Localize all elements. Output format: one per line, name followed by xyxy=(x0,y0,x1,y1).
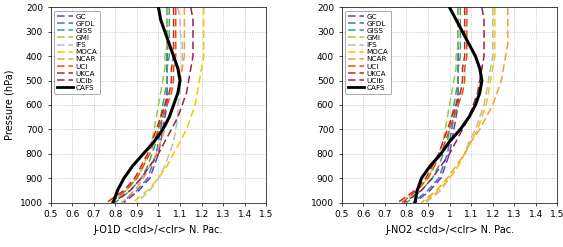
X-axis label: J-O1D <cld>/<clr> N. Pac.: J-O1D <cld>/<clr> N. Pac. xyxy=(93,225,223,235)
Legend: GC, GFDL, GISS, GMI, IFS, MOCA, NCAR, UCI, UKCA, UCIb, CAFS: GC, GFDL, GISS, GMI, IFS, MOCA, NCAR, UC… xyxy=(54,11,100,94)
Legend: GC, GFDL, GISS, GMI, IFS, MOCA, NCAR, UCI, UKCA, UCIb, CAFS: GC, GFDL, GISS, GMI, IFS, MOCA, NCAR, UC… xyxy=(345,11,391,94)
X-axis label: J-NO2 <cld>/<clr> N. Pac.: J-NO2 <cld>/<clr> N. Pac. xyxy=(385,225,514,235)
Y-axis label: Pressure (hPa): Pressure (hPa) xyxy=(5,70,15,140)
